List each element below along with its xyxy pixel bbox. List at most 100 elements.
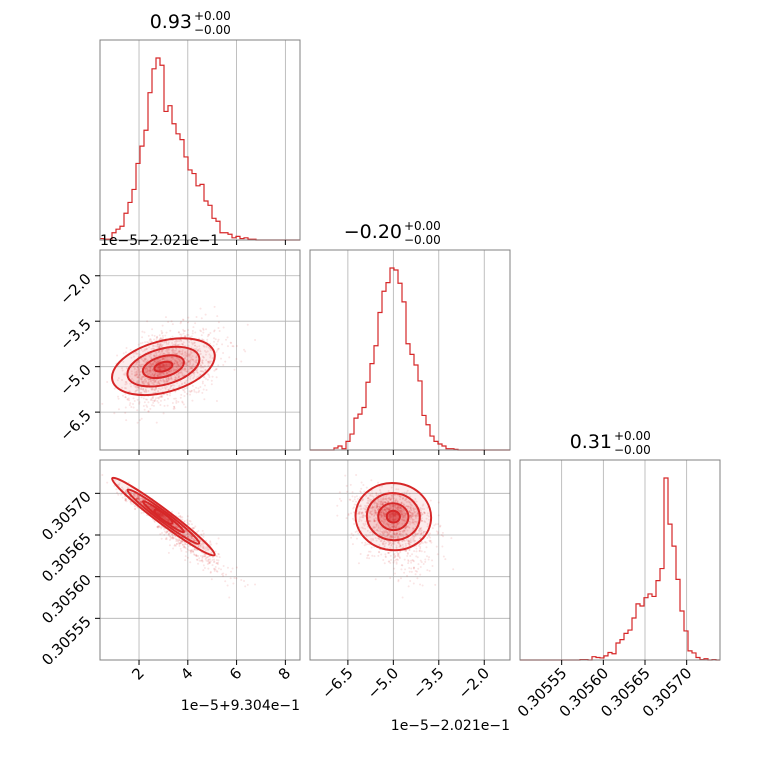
panel-2-1-point — [355, 473, 358, 476]
panel-1-0-point — [151, 328, 154, 331]
panel-1-0-point — [179, 322, 182, 325]
panel-1-0-point — [166, 371, 169, 374]
panel-1-0-point — [177, 365, 180, 368]
panel-1-0-point — [153, 361, 156, 364]
panel-1-0-point — [167, 348, 170, 351]
panel-1-0-point — [169, 385, 172, 388]
panel-2-0-point — [216, 555, 219, 558]
panel-1-0-point — [180, 320, 183, 323]
panel-1-0-point — [124, 406, 127, 409]
panel-1-0-point — [210, 360, 213, 363]
panel-1-0-point — [191, 367, 194, 370]
panel-2-1-point — [351, 543, 354, 546]
panel-1-0-point — [178, 350, 181, 353]
panel-2-0-point — [207, 567, 210, 570]
panel-1-0-point — [146, 405, 149, 408]
panel-2-1-point — [426, 536, 429, 539]
panel-2-1-point — [353, 496, 356, 499]
panel-1-0-point — [170, 368, 173, 371]
panel-2-0-point — [254, 583, 257, 586]
panel-1-0-point — [153, 354, 156, 357]
panel-1-0-point — [162, 373, 165, 376]
panel-2-1-point — [384, 553, 387, 556]
panel-2-1-point — [425, 546, 428, 549]
panel-1-0-point — [208, 333, 211, 336]
x-tick-label: −2.0 — [455, 664, 493, 702]
panel-1-0-point — [199, 386, 202, 389]
panel-1-0-point — [210, 379, 213, 382]
panel-1-0-point — [170, 377, 173, 380]
panel-0-0-frame — [99, 39, 301, 241]
panel-1-0-point — [170, 369, 173, 372]
panel-1-0-point — [161, 334, 164, 337]
panel-1-0-point — [153, 373, 156, 376]
panel-2-0-point — [204, 555, 207, 558]
panel-1-0-point — [168, 394, 171, 397]
panel-1-0-point — [191, 358, 194, 361]
panel-1-0-point — [179, 363, 182, 366]
x-tick-label: 8 — [275, 664, 294, 683]
panel-1-0-point — [167, 370, 170, 373]
panel-1-0-point — [165, 379, 168, 382]
panel-1-0-point — [185, 364, 188, 367]
panel-1-0-point — [207, 360, 210, 363]
title-err-minus: −0.00 — [614, 443, 651, 457]
panel-1-0-point — [137, 386, 140, 389]
panel-2-0-point — [235, 566, 238, 569]
panel-1-0-point — [151, 396, 154, 399]
panel-1-0-point — [142, 382, 145, 385]
panel-1-0-point — [141, 330, 144, 333]
panel-1-0-point — [161, 358, 164, 361]
panel-1-0-point — [172, 387, 175, 390]
panel-2-1-point — [390, 558, 393, 561]
panel-1-0-point — [148, 371, 151, 374]
panel-2-0-point — [215, 558, 218, 561]
panel-1-0-point — [179, 371, 182, 374]
panel-2-0-point — [201, 529, 204, 532]
panel-1-0-point — [187, 328, 190, 331]
panel-1-0-point — [124, 411, 127, 414]
panel-1-0-point — [160, 344, 163, 347]
panel-1-0-point — [157, 366, 160, 369]
panel-1-0-point — [162, 357, 165, 360]
diagonal-title-2: 0.31 +0.00−0.00 — [570, 429, 651, 457]
panel-1-0-point — [210, 383, 213, 386]
panel-1-0-point — [183, 391, 186, 394]
panel-1-0-point — [157, 366, 160, 369]
panel-1-0-point — [179, 350, 182, 353]
panel-1-0-point — [160, 329, 163, 332]
panel-1-0-point — [117, 395, 120, 398]
panel-2-1-point — [396, 553, 399, 556]
panel-1-0-point — [166, 393, 169, 396]
panel-1-0-point — [150, 364, 153, 367]
panel-2-0-point — [117, 493, 120, 496]
panel-1-0-point — [188, 363, 191, 366]
panel-1-0-point — [146, 377, 149, 380]
panel-1-0-point — [149, 367, 152, 370]
panel-1-0-point — [134, 373, 137, 376]
panel-1-0-point — [177, 376, 180, 379]
panel-1-0-point — [190, 389, 193, 392]
panel-1-0-point — [222, 326, 225, 329]
panel-2-0-point — [220, 568, 223, 571]
panel-2-1-point — [351, 517, 354, 520]
panel-1-0-point — [182, 330, 185, 333]
panel-2-0-point — [214, 565, 217, 568]
panel-1-0-point — [176, 360, 179, 363]
panel-1-0-point — [138, 387, 141, 390]
panel-1-0-point — [154, 379, 157, 382]
panel-1-0-point — [186, 350, 189, 353]
panel-1-0-point — [155, 421, 158, 424]
panel-1-0-point — [201, 359, 204, 362]
panel-1-0-point — [148, 372, 151, 375]
panel-2-0-point — [243, 580, 246, 583]
panel-1-0-point — [185, 358, 188, 361]
panel-1-0-point — [190, 351, 193, 354]
panel-1-0-point — [128, 399, 131, 402]
panel-1-0-point — [163, 364, 166, 367]
panel-1-0-point — [165, 377, 168, 380]
panel-2-0-point — [174, 537, 177, 540]
panel-2-0-point — [202, 535, 205, 538]
x-offset-text-col1: 1e−5−2.021e−1 — [391, 718, 510, 734]
